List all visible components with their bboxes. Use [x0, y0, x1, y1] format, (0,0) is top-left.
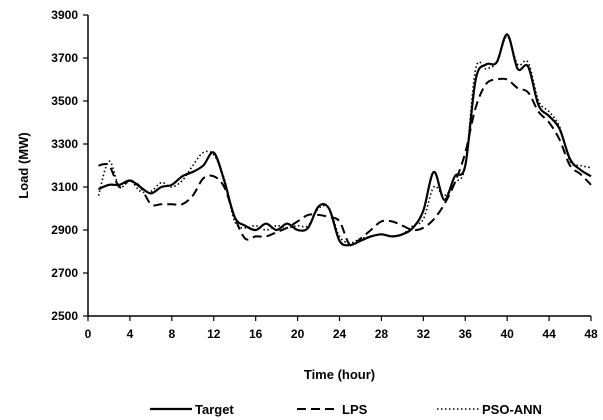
x-tick-label: 36: [459, 327, 473, 341]
y-tick-label: 3500: [51, 94, 78, 108]
series-layer: [97, 33, 592, 247]
x-tick-label: 20: [291, 327, 305, 341]
x-tick-label: 44: [542, 327, 556, 341]
x-axis-label: Time (hour): [304, 367, 375, 382]
x-tick-label: 32: [417, 327, 431, 341]
series-line-lps: [98, 77, 592, 247]
x-tick-label: 28: [375, 327, 389, 341]
x-tick-label: 24: [333, 327, 347, 341]
series-line-pso-ann: [97, 35, 592, 244]
chart-legend: Target LPS PSO-ANN: [150, 402, 542, 417]
x-tick-label: 0: [85, 327, 92, 341]
y-tick-label: 3100: [51, 180, 78, 194]
series-line-target: [98, 33, 592, 247]
x-tick-label: 16: [249, 327, 263, 341]
y-tick-label: 3900: [51, 8, 78, 22]
y-tick-label: 2900: [51, 223, 78, 237]
y-tick-label: 3700: [51, 51, 78, 65]
y-tick-label: 2500: [51, 309, 78, 323]
x-tick-label: 12: [207, 327, 221, 341]
legend-label: Target: [195, 402, 234, 417]
x-tick-label: 48: [584, 327, 598, 341]
y-axis-label: Load (MW): [16, 132, 31, 198]
y-tick-label: 3300: [51, 137, 78, 151]
legend-label: LPS: [342, 402, 368, 417]
legend-label: PSO-ANN: [482, 402, 542, 417]
x-tick-label: 4: [127, 327, 134, 341]
x-tick-label: 8: [168, 327, 175, 341]
x-tick-label: 40: [500, 327, 514, 341]
y-tick-label: 2700: [51, 266, 78, 280]
